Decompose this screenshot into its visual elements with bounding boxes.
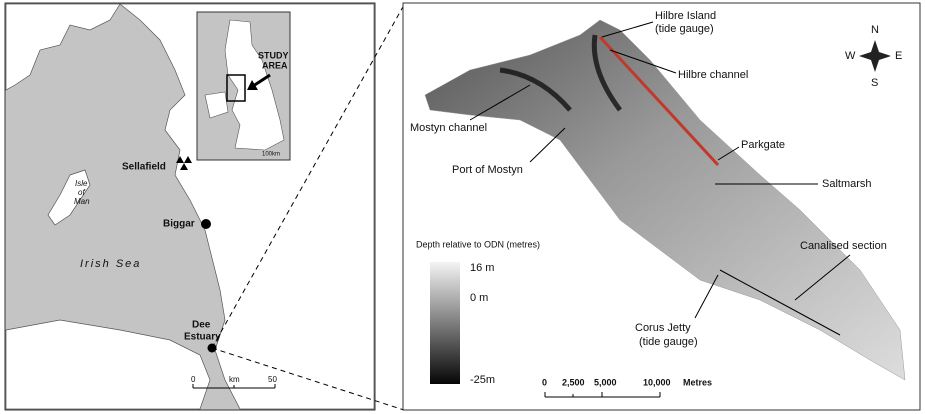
label: Hilbre channel	[678, 69, 748, 81]
place-label: Estuary	[184, 332, 221, 343]
label: Port of Mostyn	[452, 164, 523, 176]
scale-label: 10,000	[643, 377, 671, 387]
inset-label: STUDY	[258, 50, 289, 60]
label: Saltmarsh	[822, 178, 872, 190]
label: Corus Jetty	[635, 322, 691, 334]
label: (tide gauge)	[655, 23, 714, 35]
legend-bar	[430, 262, 460, 384]
scale-label: 50	[268, 375, 277, 384]
compass-label: W	[845, 50, 856, 62]
place-label: Sellafield	[122, 162, 166, 173]
scale-label: 0	[191, 375, 196, 384]
compass-label: N	[871, 24, 879, 36]
legend-label: 16 m	[470, 262, 494, 274]
legend-label: -25m	[470, 374, 495, 386]
inset-label: AREA	[262, 60, 288, 70]
right-map: Hilbre Island (tide gauge) Hilbre channe…	[403, 3, 920, 410]
figure: STUDY AREA 100km Sellafield Isle of Man …	[0, 0, 925, 414]
left-map: STUDY AREA 100km Sellafield Isle of Man …	[5, 3, 375, 410]
scale-label: 2,500	[562, 377, 585, 387]
place-label: Isle	[75, 179, 88, 188]
page: STUDY AREA 100km Sellafield Isle of Man …	[0, 0, 925, 414]
place-label: Man	[74, 197, 90, 206]
label: Canalised section	[800, 240, 887, 252]
place-label: Biggar	[163, 219, 195, 230]
scale-label: km	[229, 375, 240, 384]
label: Hilbre Island	[655, 10, 716, 22]
compass-label: E	[895, 50, 902, 62]
compass-label: S	[871, 77, 878, 89]
label: (tide gauge)	[639, 336, 698, 348]
label: Mostyn channel	[410, 122, 487, 134]
point	[201, 219, 211, 229]
place-label: of	[78, 188, 85, 197]
scale-label: Metres	[683, 377, 712, 387]
legend-title: Depth relative to ODN (metres)	[416, 239, 540, 249]
place-label: Dee	[192, 320, 211, 331]
legend-label: 0 m	[470, 292, 488, 304]
place-label: Irish Sea	[80, 258, 141, 270]
scale-label: 5,000	[594, 377, 617, 387]
scale-label: 0	[542, 377, 547, 387]
label: Parkgate	[741, 139, 785, 151]
inset-scale: 100km	[262, 152, 280, 158]
